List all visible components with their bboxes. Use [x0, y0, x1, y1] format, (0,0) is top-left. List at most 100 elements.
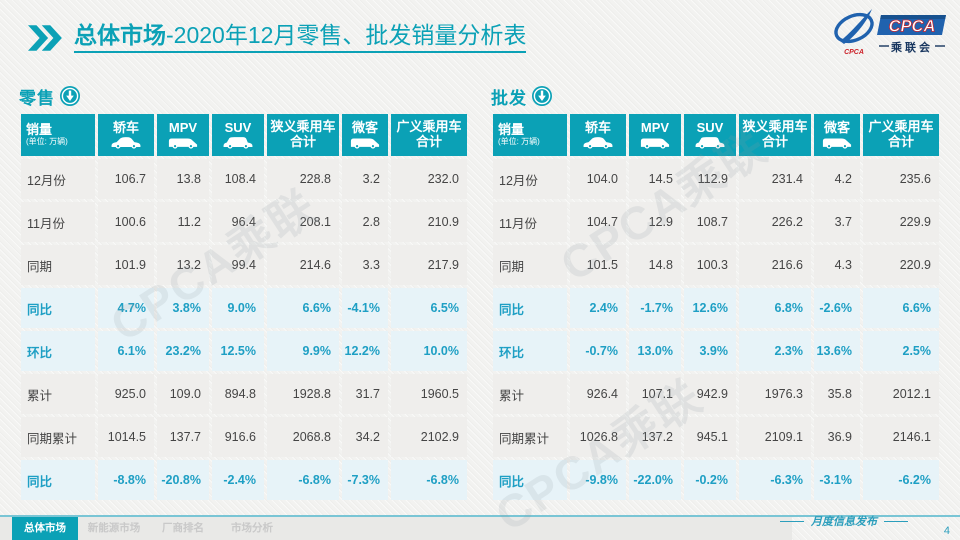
- col-header: 广义乘用车合计: [863, 114, 939, 156]
- value-cell: 229.9: [863, 202, 939, 242]
- table-row: 累计 926.4 107.1 942.9 1976.3 35.8 2012.1: [493, 374, 939, 414]
- value-cell: 1014.5: [98, 417, 154, 457]
- mpv-icon: [630, 136, 680, 149]
- value-cell: 137.7: [157, 417, 209, 457]
- footer-divider: [0, 515, 960, 517]
- value-cell: 214.6: [267, 245, 339, 285]
- footer-tab-0[interactable]: 总体市场: [12, 517, 78, 540]
- value-cell: 36.9: [814, 417, 860, 457]
- value-cell: 96.4: [212, 202, 264, 242]
- circle-down-arrow-icon: [532, 86, 552, 106]
- row-label: 同比: [493, 288, 567, 328]
- row-label: 11月份: [21, 202, 95, 242]
- circle-down-arrow-icon: [60, 86, 80, 106]
- col-header: MPV: [629, 114, 681, 156]
- value-cell: 4.7%: [98, 288, 154, 328]
- row-label: 环比: [493, 331, 567, 371]
- table-row: 同比 2.4% -1.7% 12.6% 6.8% -2.6% 6.6%: [493, 288, 939, 328]
- logo-emblem-text: CPCA: [844, 49, 864, 56]
- table-row: 同期累计 1026.8 137.2 945.1 2109.1 36.9 2146.1: [493, 417, 939, 457]
- col-header-sales: 销量 (单位: 万辆): [493, 114, 567, 156]
- row-label: 同比: [21, 288, 95, 328]
- value-cell: 2.4%: [570, 288, 626, 328]
- value-cell: -9.8%: [570, 460, 626, 500]
- value-cell: 12.9: [629, 202, 681, 242]
- value-cell: 926.4: [570, 374, 626, 414]
- retail-section-title: 零售: [19, 88, 55, 108]
- value-cell: 106.7: [98, 159, 154, 199]
- table-row: 环比 6.1% 23.2% 12.5% 9.9% 12.2% 10.0%: [21, 331, 467, 371]
- table-row: 同期 101.9 13.2 99.4 214.6 3.3 217.9: [21, 245, 467, 285]
- tables-wrap: 零售 销量 (单位: 万辆) 轿车 MPV SUV 狭义乘用车合计 微客 广义乘用车合计 12…: [18, 84, 942, 503]
- value-cell: 232.0: [391, 159, 467, 199]
- row-label: 同期累计: [493, 417, 567, 457]
- col-header: SUV: [212, 114, 264, 156]
- value-cell: 2102.9: [391, 417, 467, 457]
- value-cell: -2.4%: [212, 460, 264, 500]
- table-row: 同比 -8.8% -20.8% -2.4% -6.8% -7.3% -6.8%: [21, 460, 467, 500]
- value-cell: -6.3%: [739, 460, 811, 500]
- value-cell: 12.6%: [684, 288, 736, 328]
- sedan-icon: [99, 136, 153, 149]
- van-icon: [815, 136, 859, 149]
- value-cell: 109.0: [157, 374, 209, 414]
- value-cell: 2.3%: [739, 331, 811, 371]
- value-cell: 9.0%: [212, 288, 264, 328]
- value-cell: 100.6: [98, 202, 154, 242]
- title-subject: -2020年12月零售、批发销量分析表: [166, 22, 527, 48]
- value-cell: 4.3: [814, 245, 860, 285]
- footer-tab-2[interactable]: 厂商排名: [162, 522, 204, 534]
- value-cell: 23.2%: [157, 331, 209, 371]
- value-cell: -6.2%: [863, 460, 939, 500]
- value-cell: 14.8: [629, 245, 681, 285]
- value-cell: 34.2: [342, 417, 388, 457]
- wholesale-section-title: 批发: [491, 88, 527, 108]
- wholesale-section-head: 批发: [491, 84, 942, 108]
- value-cell: 925.0: [98, 374, 154, 414]
- table-row: 11月份 104.7 12.9 108.7 226.2 3.7 229.9: [493, 202, 939, 242]
- release-note-rule: [884, 520, 908, 522]
- row-label: 累计: [21, 374, 95, 414]
- value-cell: 104.0: [570, 159, 626, 199]
- value-cell: 945.1: [684, 417, 736, 457]
- col-header: 微客: [342, 114, 388, 156]
- col-header: MPV: [157, 114, 209, 156]
- value-cell: 894.8: [212, 374, 264, 414]
- value-cell: 1976.3: [739, 374, 811, 414]
- footer-tab-1[interactable]: 新能源市场: [87, 522, 141, 534]
- header-row: 销量 (单位: 万辆) 轿车 MPV SUV 狭义乘用车合计 微客 广义乘用车合计: [21, 114, 467, 156]
- footer-tab-3[interactable]: 市场分析: [231, 522, 273, 534]
- row-label: 11月份: [493, 202, 567, 242]
- col-header: 轿车: [98, 114, 154, 156]
- value-cell: 6.6%: [267, 288, 339, 328]
- value-cell: -0.7%: [570, 331, 626, 371]
- release-note-rule: [780, 520, 804, 522]
- value-cell: 101.5: [570, 245, 626, 285]
- page-title: 总体市场-2020年12月零售、批发销量分析表: [74, 22, 527, 54]
- value-cell: 35.8: [814, 374, 860, 414]
- value-cell: 12.5%: [212, 331, 264, 371]
- table-row: 同期 101.5 14.8 100.3 216.6 4.3 220.9: [493, 245, 939, 285]
- value-cell: 216.6: [739, 245, 811, 285]
- value-cell: -3.1%: [814, 460, 860, 500]
- value-cell: 208.1: [267, 202, 339, 242]
- table-row: 12月份 104.0 14.5 112.9 231.4 4.2 235.6: [493, 159, 939, 199]
- value-cell: 231.4: [739, 159, 811, 199]
- release-note: 月度信息发布: [780, 513, 908, 529]
- value-cell: 13.6%: [814, 331, 860, 371]
- header-row: 销量 (单位: 万辆) 轿车 MPV SUV 狭义乘用车合计 微客 广义乘用车合计: [493, 114, 939, 156]
- value-cell: 101.9: [98, 245, 154, 285]
- value-cell: 228.8: [267, 159, 339, 199]
- value-cell: -22.0%: [629, 460, 681, 500]
- value-cell: 235.6: [863, 159, 939, 199]
- value-cell: 3.7: [814, 202, 860, 242]
- value-cell: 1960.5: [391, 374, 467, 414]
- retail-section: 零售 销量 (单位: 万辆) 轿车 MPV SUV 狭义乘用车合计 微客 广义乘用车合计 12…: [18, 84, 470, 503]
- row-label: 环比: [21, 331, 95, 371]
- value-cell: 3.8%: [157, 288, 209, 328]
- table-row: 同比 -9.8% -22.0% -0.2% -6.3% -3.1% -6.2%: [493, 460, 939, 500]
- col-header: 微客: [814, 114, 860, 156]
- sedan-icon: [571, 136, 625, 149]
- title-section-name: 总体市场: [74, 22, 166, 48]
